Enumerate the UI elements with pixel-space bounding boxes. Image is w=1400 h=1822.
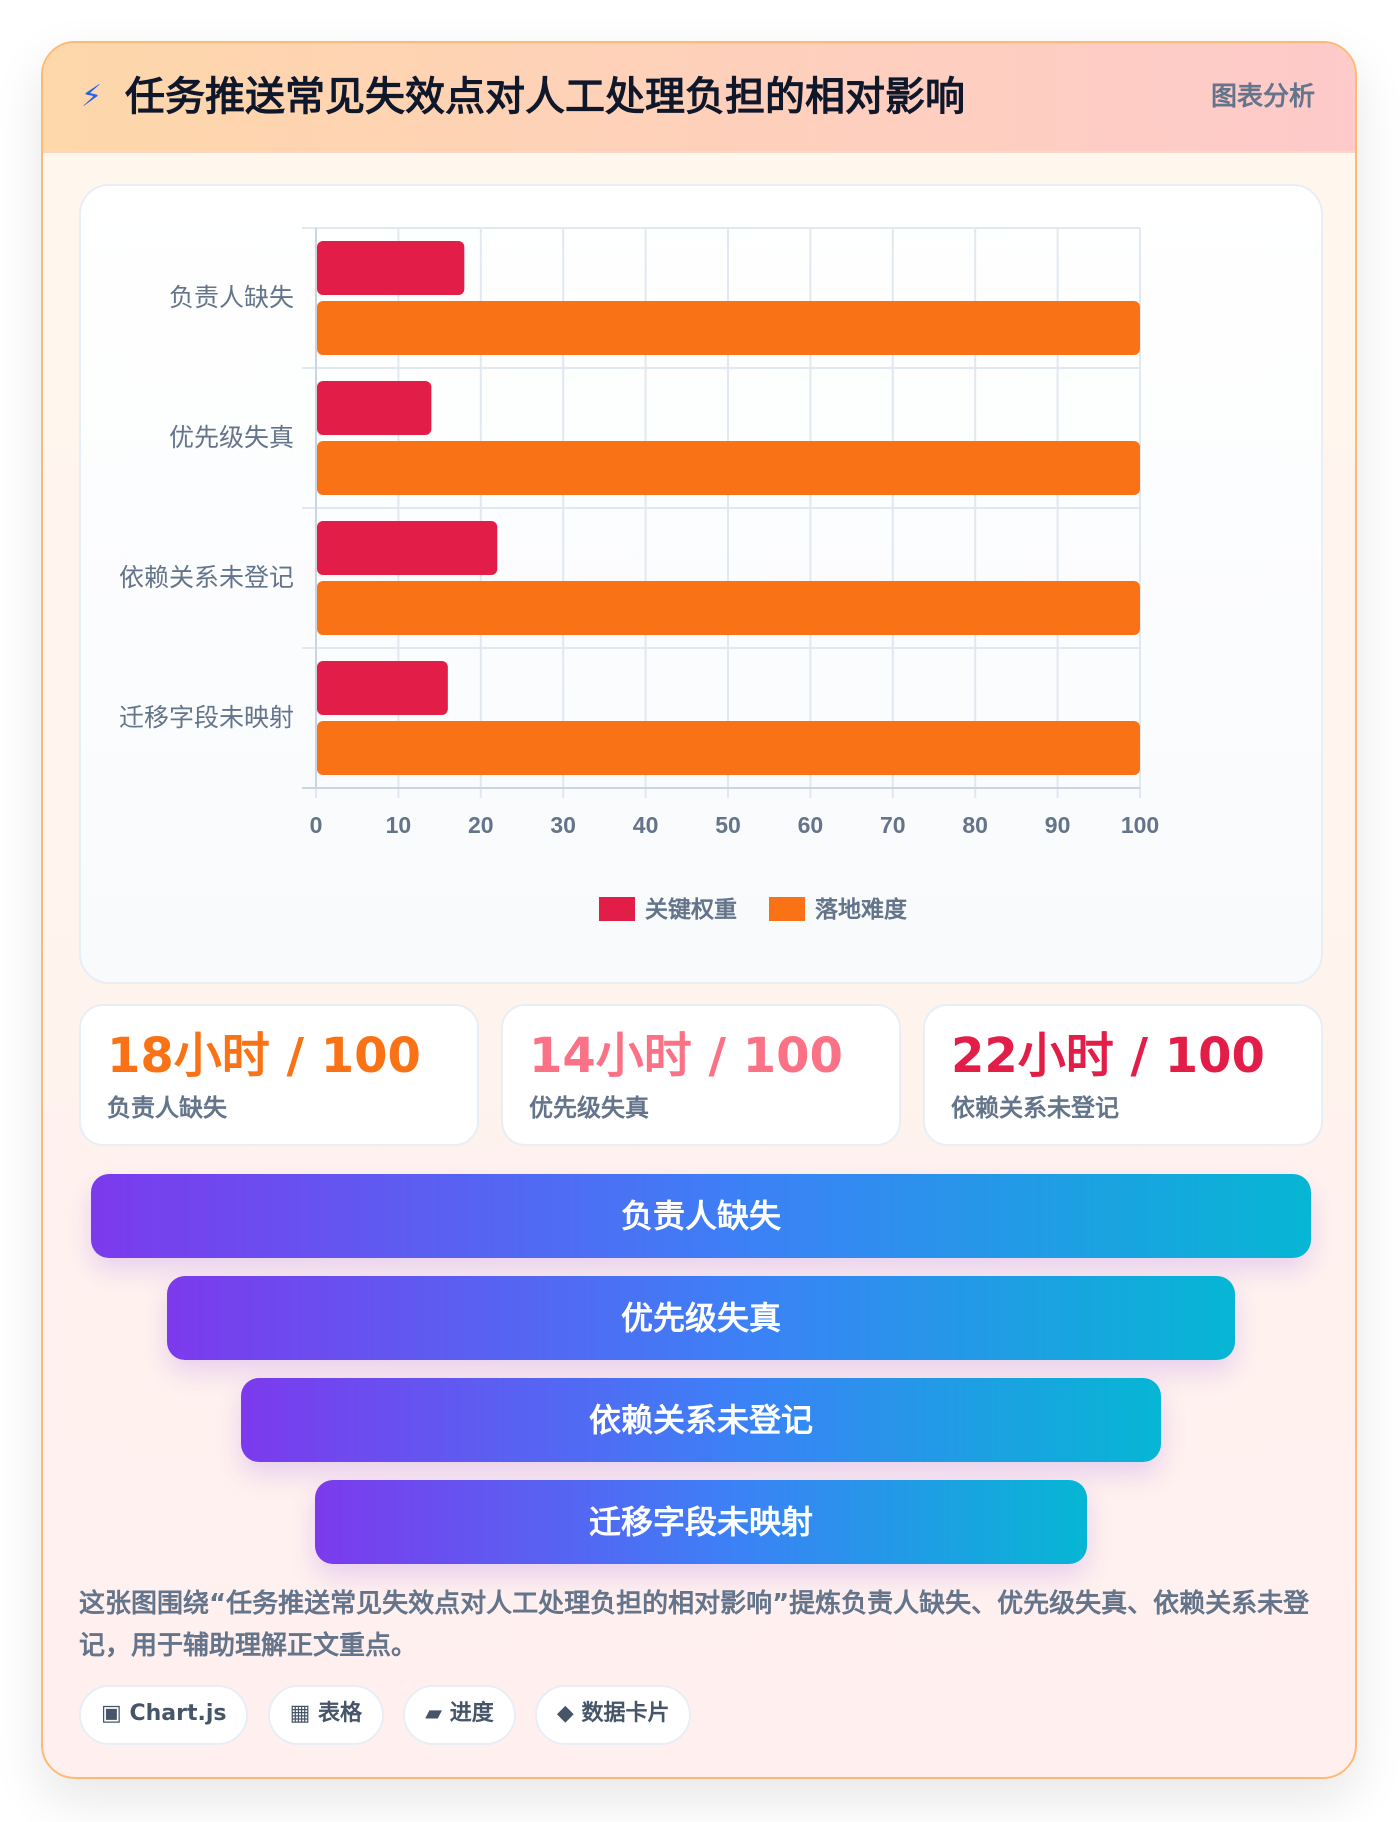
stat-card: 14小时 / 100 优先级失真	[501, 1004, 901, 1146]
tag-chips: ▣ Chart.js ▦ 表格 ▰ 进度 ◆ 数据卡片	[79, 1685, 705, 1745]
chip-label: 数据卡片	[581, 1701, 670, 1726]
x-tick-label: 10	[386, 812, 412, 838]
x-tick-label: 60	[798, 812, 824, 838]
card-header: ⚡ 任务推送常见失效点对人工处理负担的相对影响 图表分析	[43, 43, 1355, 153]
bar	[317, 661, 448, 715]
funnel-step: 优先级失真	[167, 1276, 1235, 1360]
chip-table[interactable]: ▦ 表格	[267, 1685, 385, 1745]
stat-value: 14小时 / 100	[529, 1028, 843, 1084]
y-tick-label: 优先级失真	[169, 424, 294, 452]
legend-swatch	[599, 897, 635, 921]
chip-progress[interactable]: ▰ 进度	[403, 1685, 516, 1745]
card-title: 任务推送常见失效点对人工处理负担的相对影响	[125, 74, 965, 120]
bar-chart: 0 10 20 30 40 50 60 70 80 90 100 负责人缺失优先级失真依赖关系未登记迁…	[119, 227, 1159, 922]
y-tick-label: 负责人缺失	[169, 284, 294, 312]
diamond-icon: ◆	[556, 1701, 574, 1726]
chart-card: ⚡ 任务推送常见失效点对人工处理负担的相对影响 图表分析 0 10 20 30 40 50…	[41, 41, 1357, 1779]
chip-label: 表格	[318, 1701, 363, 1726]
bar	[317, 301, 1140, 355]
bar	[317, 381, 432, 435]
y-tick-label: 迁移字段未映射	[119, 704, 294, 732]
bar	[317, 241, 465, 295]
x-tick-label: 30	[550, 812, 576, 838]
y-tick-label: 依赖关系未登记	[119, 564, 294, 592]
bar	[317, 521, 498, 575]
x-tick-label: 0	[310, 812, 323, 838]
chip-label: Chart.js	[129, 1701, 227, 1726]
funnel-step: 负责人缺失	[91, 1174, 1311, 1258]
legend-label: 关键权重	[645, 896, 737, 922]
stat-card: 22小时 / 100 依赖关系未登记	[923, 1004, 1323, 1146]
x-tick-label: 100	[1121, 812, 1159, 838]
chart-panel: 0 10 20 30 40 50 60 70 80 90 100 负责人缺失优先级失真依赖关系未登记迁…	[79, 184, 1323, 984]
stat-value: 22小时 / 100	[951, 1028, 1265, 1084]
legend-swatch	[769, 897, 805, 921]
table-icon: ▦	[289, 1701, 311, 1726]
chart-analysis-tag: 图表分析	[1210, 82, 1315, 112]
summary-text: 这张图围绕“任务推送常见失效点对人工处理负担的相对影响”提炼负责人缺失、优先级失…	[79, 1589, 1310, 1661]
x-tick-label: 90	[1045, 812, 1071, 838]
funnel-step: 依赖关系未登记	[241, 1378, 1161, 1462]
progress-icon: ▰	[425, 1701, 443, 1726]
stat-label: 优先级失真	[529, 1094, 649, 1122]
x-tick-label: 70	[880, 812, 906, 838]
chip-label: 进度	[449, 1701, 494, 1726]
stat-card: 18小时 / 100 负责人缺失	[79, 1004, 479, 1146]
chart-icon: ▣	[101, 1701, 122, 1726]
stat-value: 18小时 / 100	[107, 1028, 421, 1084]
x-tick-label: 80	[962, 812, 988, 838]
lightning-icon: ⚡	[81, 79, 103, 114]
x-tick-label: 40	[633, 812, 659, 838]
stat-label: 依赖关系未登记	[951, 1094, 1119, 1122]
chip-chartjs[interactable]: ▣ Chart.js	[79, 1685, 249, 1745]
stat-label: 负责人缺失	[107, 1094, 227, 1122]
chip-data-card[interactable]: ◆ 数据卡片	[534, 1685, 692, 1745]
legend-label: 落地难度	[815, 896, 908, 922]
x-tick-label: 20	[468, 812, 494, 838]
x-tick-label: 50	[715, 812, 741, 838]
bar	[317, 581, 1140, 635]
funnel-step: 迁移字段未映射	[315, 1480, 1087, 1564]
bar	[317, 721, 1140, 775]
bar	[317, 441, 1140, 495]
